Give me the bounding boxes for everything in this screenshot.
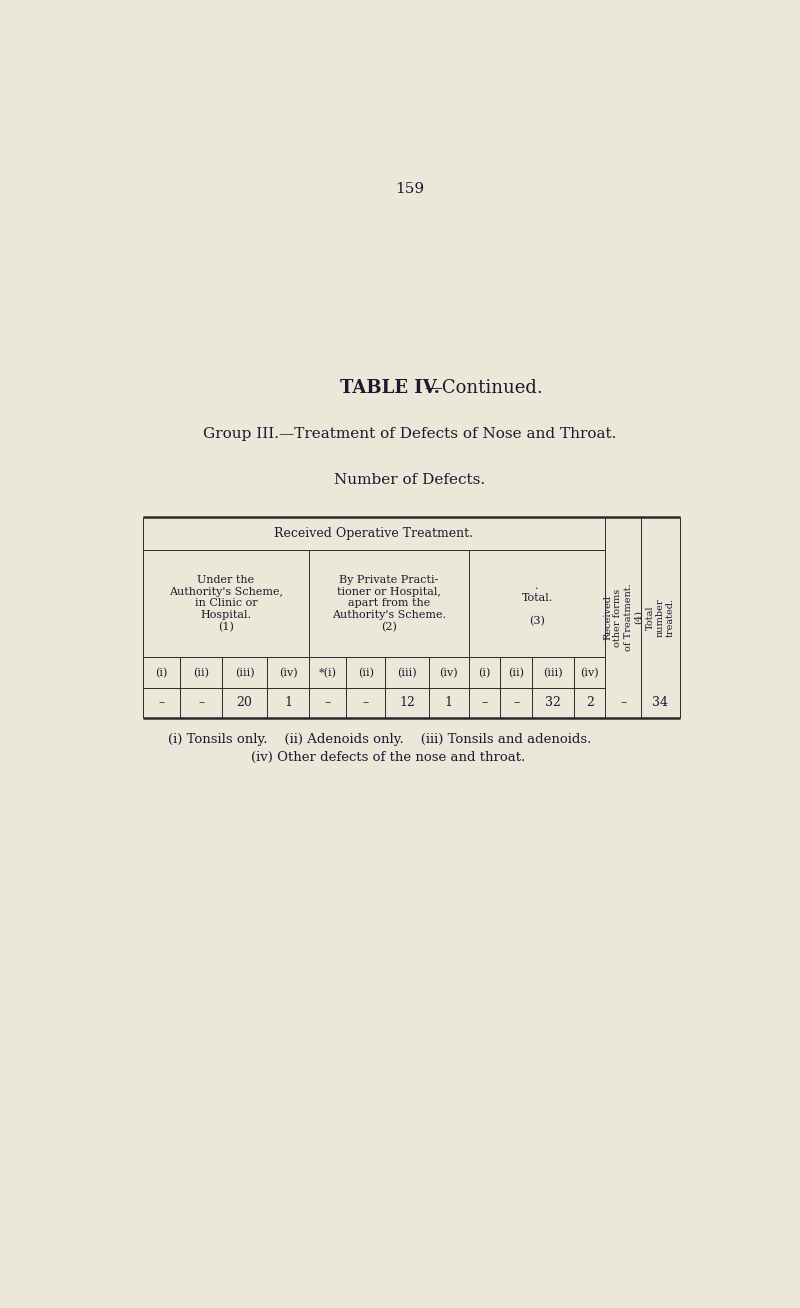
Text: –: –: [620, 696, 626, 709]
Text: Total
number
treated.: Total number treated.: [646, 598, 675, 637]
Text: Group III.—Treatment of Defects of Nose and Throat.: Group III.—Treatment of Defects of Nose …: [203, 428, 617, 441]
Text: .
Total.

(3): . Total. (3): [522, 581, 553, 627]
Text: (iii): (iii): [397, 667, 417, 678]
Text: TABLE IV.: TABLE IV.: [340, 379, 440, 396]
Text: (iii): (iii): [234, 667, 254, 678]
Text: (i) Tonsils only.    (ii) Adenoids only.    (iii) Tonsils and adenoids.: (i) Tonsils only. (ii) Adenoids only. (i…: [168, 732, 591, 746]
Text: 1: 1: [445, 696, 453, 709]
Text: (iv): (iv): [581, 667, 599, 678]
Text: Received
other forms
of Treatment.
(4): Received other forms of Treatment. (4): [603, 583, 643, 651]
Text: –: –: [325, 696, 331, 709]
Text: (i): (i): [155, 667, 167, 678]
Text: –: –: [513, 696, 519, 709]
Text: (ii): (ii): [193, 667, 209, 678]
Text: –: –: [158, 696, 164, 709]
Text: 2: 2: [586, 696, 594, 709]
Text: (ii): (ii): [508, 667, 524, 678]
Text: 12: 12: [399, 696, 415, 709]
Text: (iv): (iv): [439, 667, 458, 678]
Text: (iii): (iii): [543, 667, 563, 678]
Text: (i): (i): [478, 667, 490, 678]
Text: 159: 159: [395, 182, 425, 196]
Text: By Private Practi-
tioner or Hospital,
apart from the
Authority's Scheme.
(2): By Private Practi- tioner or Hospital, a…: [332, 576, 446, 632]
Text: Received Operative Treatment.: Received Operative Treatment.: [274, 527, 474, 540]
Text: (iv) Other defects of the nose and throat.: (iv) Other defects of the nose and throa…: [251, 751, 526, 764]
Text: Number of Defects.: Number of Defects.: [334, 473, 486, 488]
Text: —Continued.: —Continued.: [424, 379, 542, 396]
Text: 34: 34: [652, 696, 668, 709]
Text: –: –: [362, 696, 369, 709]
Text: (iv): (iv): [278, 667, 298, 678]
Text: *(i): *(i): [319, 667, 337, 678]
Text: (ii): (ii): [358, 667, 374, 678]
Text: 1: 1: [284, 696, 292, 709]
Text: 32: 32: [546, 696, 562, 709]
Text: Under the
Authority's Scheme,
in Clinic or
Hospital.
(1): Under the Authority's Scheme, in Clinic …: [169, 576, 283, 632]
Text: –: –: [198, 696, 204, 709]
Text: 20: 20: [237, 696, 253, 709]
Text: –: –: [482, 696, 487, 709]
